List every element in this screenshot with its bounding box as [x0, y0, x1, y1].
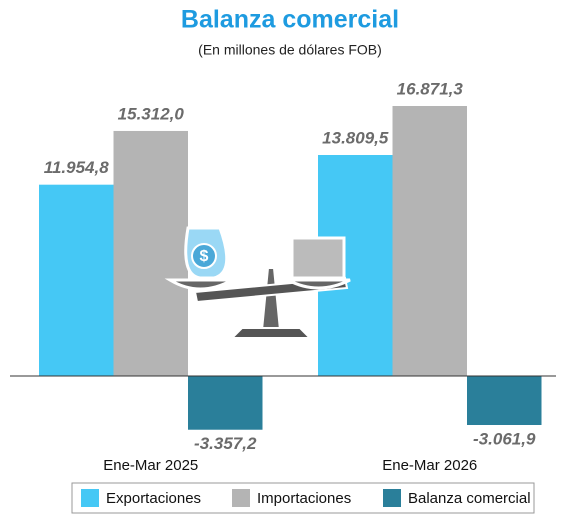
legend-swatch — [383, 489, 401, 507]
value-label: -3.357,2 — [194, 434, 257, 453]
x-tick-label: Ene-Mar 2025 — [103, 457, 198, 474]
value-label: 13.809,5 — [322, 128, 389, 147]
legend-swatch — [232, 489, 250, 507]
chart-subtitle: (En millones de dólares FOB) — [198, 42, 382, 58]
bar — [467, 376, 542, 426]
bar — [188, 376, 263, 430]
balance-illustration: $ — [164, 226, 351, 339]
legend-label: Importaciones — [257, 490, 351, 507]
legend-swatch — [81, 489, 99, 507]
bar — [39, 184, 114, 376]
svg-text:$: $ — [200, 248, 209, 265]
chart-title: Balanza comercial — [181, 6, 399, 34]
legend-label: Exportaciones — [106, 490, 201, 507]
legend-frame — [71, 482, 535, 514]
legend: Exportaciones Importaciones Balanza comerc… — [71, 482, 535, 514]
bars: 11.954,8 15.312,0 -3.357,2 13.809,5 16.871,3… — [39, 79, 542, 453]
bar — [392, 106, 467, 376]
x-tick-label: Ene-Mar 2026 — [382, 457, 477, 474]
value-label: 15.312,0 — [118, 104, 185, 123]
value-label: 11.954,8 — [44, 158, 109, 177]
bar — [113, 130, 188, 376]
value-label: -3.061,9 — [473, 429, 536, 448]
legend-label: Balanza comercial — [408, 490, 531, 507]
value-label: 16.871,3 — [397, 79, 464, 98]
